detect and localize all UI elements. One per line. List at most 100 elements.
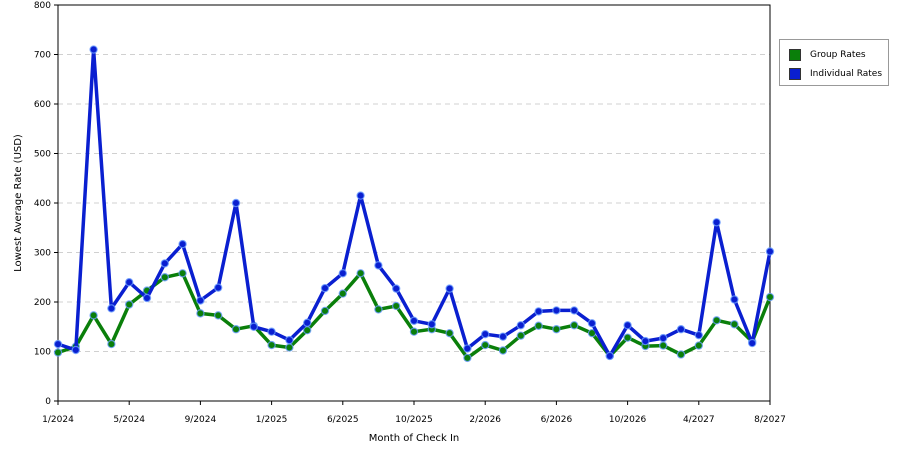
data-point-individual-rates xyxy=(392,284,401,293)
data-point-individual-rates xyxy=(303,318,312,327)
data-point-individual-rates xyxy=(71,345,81,355)
legend-item-individual-rates: Individual Rates xyxy=(789,67,882,81)
data-point-group-rates xyxy=(53,348,63,357)
data-point-individual-rates xyxy=(213,283,223,292)
plot-frame xyxy=(57,4,771,402)
data-point-individual-rates xyxy=(374,261,383,270)
x-tick-label: 6/2026 xyxy=(541,415,573,425)
x-tick-label: 2/2026 xyxy=(469,415,501,425)
x-tick-label: 9/2024 xyxy=(185,415,217,425)
series-layer xyxy=(53,45,775,363)
data-point-group-rates xyxy=(481,340,490,350)
x-tick-label: 5/2024 xyxy=(113,415,145,425)
y-tick-label: 300 xyxy=(34,249,51,259)
data-point-individual-rates xyxy=(107,304,116,313)
y-tick-label: 0 xyxy=(45,397,51,407)
data-point-group-rates xyxy=(765,292,775,302)
x-tick-label: 6/2025 xyxy=(327,415,359,425)
data-point-group-rates xyxy=(730,320,739,329)
data-point-individual-rates xyxy=(53,339,63,349)
grid-lines xyxy=(58,54,770,352)
data-point-individual-rates xyxy=(641,336,650,346)
y-tick-label: 600 xyxy=(34,100,51,110)
data-point-individual-rates xyxy=(249,322,258,331)
y-axis-title: Lowest Average Rate (USD) xyxy=(13,134,24,272)
data-point-group-rates xyxy=(160,273,169,282)
data-point-group-rates xyxy=(107,339,116,349)
data-point-individual-rates xyxy=(356,191,365,200)
x-tick-label: 1/2025 xyxy=(256,415,288,425)
data-point-group-rates xyxy=(89,311,98,320)
data-point-individual-rates xyxy=(481,329,490,339)
data-point-individual-rates xyxy=(516,321,526,330)
data-point-individual-rates xyxy=(605,351,615,361)
data-point-individual-rates xyxy=(676,325,686,334)
data-point-individual-rates xyxy=(427,320,436,329)
data-point-group-rates xyxy=(463,353,472,363)
data-point-group-rates xyxy=(694,341,704,350)
x-axis-title: Month of Check In xyxy=(369,433,460,444)
legend-item-group-rates: Group Rates xyxy=(789,48,866,62)
data-point-individual-rates xyxy=(409,316,419,326)
data-point-group-rates xyxy=(178,269,187,278)
y-tick-label: 800 xyxy=(34,1,51,11)
data-point-individual-rates xyxy=(552,306,561,315)
data-point-group-rates xyxy=(392,301,401,311)
data-point-individual-rates xyxy=(570,306,579,315)
axes: 0 100 200 300 400 500 600 700 800 1/2024 5/2024 9/2… xyxy=(34,1,786,425)
data-point-group-rates xyxy=(570,321,579,330)
data-point-group-rates xyxy=(623,333,632,342)
legend-swatch-group-rates xyxy=(789,49,801,61)
x-tick-label: 1/2024 xyxy=(42,415,74,425)
y-tick-label: 700 xyxy=(34,51,51,61)
data-point-group-rates xyxy=(516,331,526,340)
y-tick-label: 400 xyxy=(34,199,51,209)
data-point-individual-rates xyxy=(534,307,543,316)
data-point-individual-rates xyxy=(142,293,152,303)
data-point-individual-rates xyxy=(445,284,454,293)
x-tick-label: 10/2026 xyxy=(609,415,647,425)
y-tick-label: 500 xyxy=(34,150,51,160)
legend-label-individual-rates: Individual Rates xyxy=(810,69,883,79)
data-point-individual-rates xyxy=(320,283,330,293)
data-point-group-rates xyxy=(356,269,365,278)
data-point-group-rates xyxy=(712,316,721,325)
data-point-group-rates xyxy=(374,305,383,314)
data-point-group-rates xyxy=(124,300,134,309)
x-tick-label: 4/2027 xyxy=(683,415,715,425)
data-point-group-rates xyxy=(267,340,276,350)
x-tick-label: 8/2027 xyxy=(754,415,786,425)
legend-swatch-individual-rates xyxy=(789,68,801,80)
data-point-group-rates xyxy=(320,306,330,316)
data-point-individual-rates xyxy=(623,321,632,330)
data-point-group-rates xyxy=(534,321,543,330)
y-tick-label: 100 xyxy=(34,348,51,358)
y-tick-label: 200 xyxy=(34,298,51,308)
data-point-group-rates xyxy=(285,343,294,352)
data-point-individual-rates xyxy=(748,338,757,348)
data-point-group-rates xyxy=(196,309,205,318)
data-point-individual-rates xyxy=(587,319,597,328)
data-point-individual-rates xyxy=(160,259,169,268)
data-point-group-rates xyxy=(659,341,668,350)
x-tick-label: 10/2025 xyxy=(395,415,432,425)
data-point-individual-rates xyxy=(285,335,294,345)
data-point-group-rates xyxy=(552,325,561,334)
data-point-individual-rates xyxy=(267,327,276,336)
legend-label-group-rates: Group Rates xyxy=(810,50,866,60)
data-point-group-rates xyxy=(409,327,419,336)
data-point-individual-rates xyxy=(196,296,205,305)
data-point-individual-rates xyxy=(89,45,98,54)
data-point-individual-rates xyxy=(338,269,347,278)
data-point-individual-rates xyxy=(463,344,472,353)
data-point-individual-rates xyxy=(498,332,508,341)
data-point-individual-rates xyxy=(124,278,134,287)
data-point-individual-rates xyxy=(712,218,721,227)
data-point-individual-rates xyxy=(765,247,775,256)
data-point-individual-rates xyxy=(694,330,704,340)
data-point-group-rates xyxy=(338,289,347,298)
data-point-group-rates xyxy=(676,350,686,359)
data-point-group-rates xyxy=(303,326,312,335)
data-point-individual-rates xyxy=(178,239,187,249)
data-point-group-rates xyxy=(213,311,223,320)
